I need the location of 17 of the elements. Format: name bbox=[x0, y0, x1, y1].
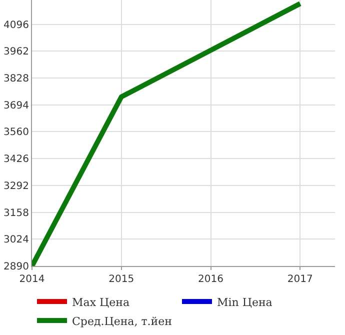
y-tick-label: 3426 bbox=[4, 154, 29, 166]
y-tick-label: 3158 bbox=[4, 208, 29, 219]
y-tick-label: 4096 bbox=[4, 20, 29, 31]
y-tick-label: 3828 bbox=[4, 73, 29, 84]
x-tick-label: 2015 bbox=[108, 274, 134, 285]
x-tick-label: 2016 bbox=[198, 274, 224, 285]
y-tick-label: 3292 bbox=[4, 180, 29, 192]
x-tick-label: 2017 bbox=[287, 274, 313, 285]
legend-label: Max Цена bbox=[72, 296, 130, 309]
y-tick-label: 3694 bbox=[4, 100, 29, 112]
y-tick-label: 2890 bbox=[4, 262, 29, 272]
y-tick-label: 3560 bbox=[4, 127, 29, 138]
y-tick-label: 3962 bbox=[4, 46, 29, 58]
y-tick-label: 3024 bbox=[4, 234, 29, 246]
x-tick-label: 2014 bbox=[19, 274, 45, 285]
legend-label: Сред.Цена, т.йен bbox=[72, 314, 172, 328]
legend-label: Min Цена bbox=[216, 296, 273, 309]
